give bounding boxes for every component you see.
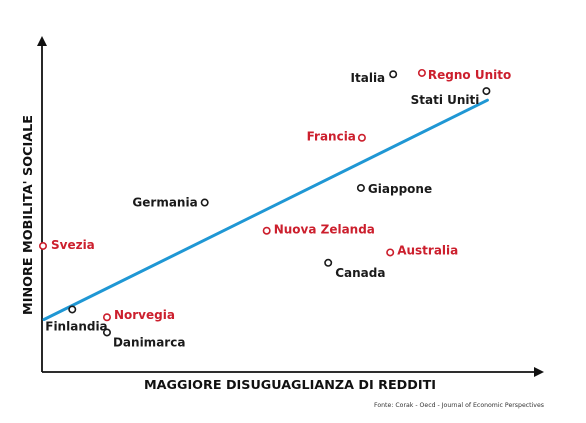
point-label-stati-uniti: Stati Uniti	[411, 93, 480, 107]
point-label-canada: Canada	[335, 266, 385, 280]
point-label-francia: Francia	[307, 130, 356, 144]
point-label-regno-unito: Regno Unito	[428, 68, 511, 82]
point-francia	[357, 133, 366, 142]
point-germania	[200, 198, 209, 207]
point-label-italia: Italia	[351, 71, 386, 85]
point-italia	[389, 70, 398, 79]
x-axis-title: MAGGIORE DISUGUAGLIANZA DI REDDITI	[144, 377, 436, 392]
point-label-australia: Australia	[397, 243, 458, 257]
point-canada	[324, 258, 333, 267]
y-axis-arrow	[37, 36, 47, 46]
source-note: Fonte: Corak - Oecd - Journal of Economi…	[374, 401, 545, 409]
point-label-danimarca: Danimarca	[113, 335, 185, 349]
trend-line	[42, 98, 489, 322]
point-nuova-zelanda	[262, 226, 271, 235]
point-australia	[386, 248, 395, 257]
point-stati-uniti	[482, 87, 491, 96]
point-label-giappone: Giappone	[368, 182, 432, 196]
point-label-nuova-zelanda: Nuova Zelanda	[274, 223, 375, 237]
point-label-svezia: Svezia	[51, 238, 95, 252]
point-label-finlandia: Finlandia	[45, 319, 107, 333]
point-giappone	[356, 183, 365, 192]
point-danimarca	[102, 328, 111, 337]
x-axis-arrow	[534, 367, 544, 377]
point-finlandia	[68, 305, 77, 314]
data-points: Italia Regno Unito Stati Uniti Francia Giapp…	[38, 68, 511, 349]
point-label-norvegia: Norvegia	[114, 308, 175, 322]
point-regno-unito	[417, 68, 426, 77]
y-axis-title: MINORE MOBILITA' SOCIALE	[20, 115, 35, 315]
point-norvegia	[102, 313, 111, 322]
point-svezia	[38, 241, 47, 250]
point-label-germania: Germania	[132, 196, 197, 210]
axes	[37, 36, 544, 377]
